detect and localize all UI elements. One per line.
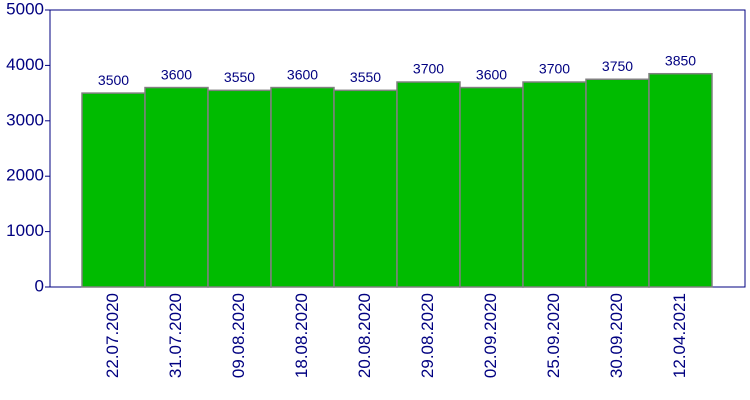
y-tick-label: 3000: [6, 110, 44, 129]
y-tick-label: 4000: [6, 55, 44, 74]
value-label: 3700: [539, 61, 570, 77]
x-tick-label: 18.08.2020: [292, 293, 311, 378]
x-tick-label: 09.08.2020: [229, 293, 248, 378]
value-label: 3850: [665, 52, 696, 68]
bar: [144, 86, 209, 288]
y-tick-label: 0: [35, 276, 44, 295]
bar: [522, 81, 587, 288]
x-tick-label: 02.09.2020: [481, 293, 500, 378]
bar: [396, 81, 461, 288]
x-tick-label: 29.08.2020: [418, 293, 437, 378]
x-tick-label: 20.08.2020: [355, 293, 374, 378]
bar: [333, 89, 398, 288]
bar: [270, 86, 335, 288]
value-label: 3550: [224, 69, 255, 85]
bar: [459, 86, 524, 288]
x-tick-label: 22.07.2020: [103, 293, 122, 378]
value-label: 3750: [602, 58, 633, 74]
y-tick-label: 1000: [6, 221, 44, 240]
y-tick-label: 2000: [6, 166, 44, 185]
x-tick-label: 25.09.2020: [544, 293, 563, 378]
value-label: 3600: [287, 66, 318, 82]
x-tick-label: 12.04.2021: [670, 293, 689, 378]
y-tick-label: 5000: [6, 0, 44, 18]
value-label: 3600: [161, 66, 192, 82]
bar: [585, 78, 650, 288]
bar: [648, 72, 713, 288]
value-label: 3550: [350, 69, 381, 85]
value-label: 3600: [476, 66, 507, 82]
bar: [81, 92, 146, 288]
value-label: 3500: [98, 72, 129, 88]
x-tick-label: 31.07.2020: [166, 293, 185, 378]
value-label: 3700: [413, 61, 444, 77]
bar: [207, 89, 272, 288]
x-tick-label: 30.09.2020: [607, 293, 626, 378]
